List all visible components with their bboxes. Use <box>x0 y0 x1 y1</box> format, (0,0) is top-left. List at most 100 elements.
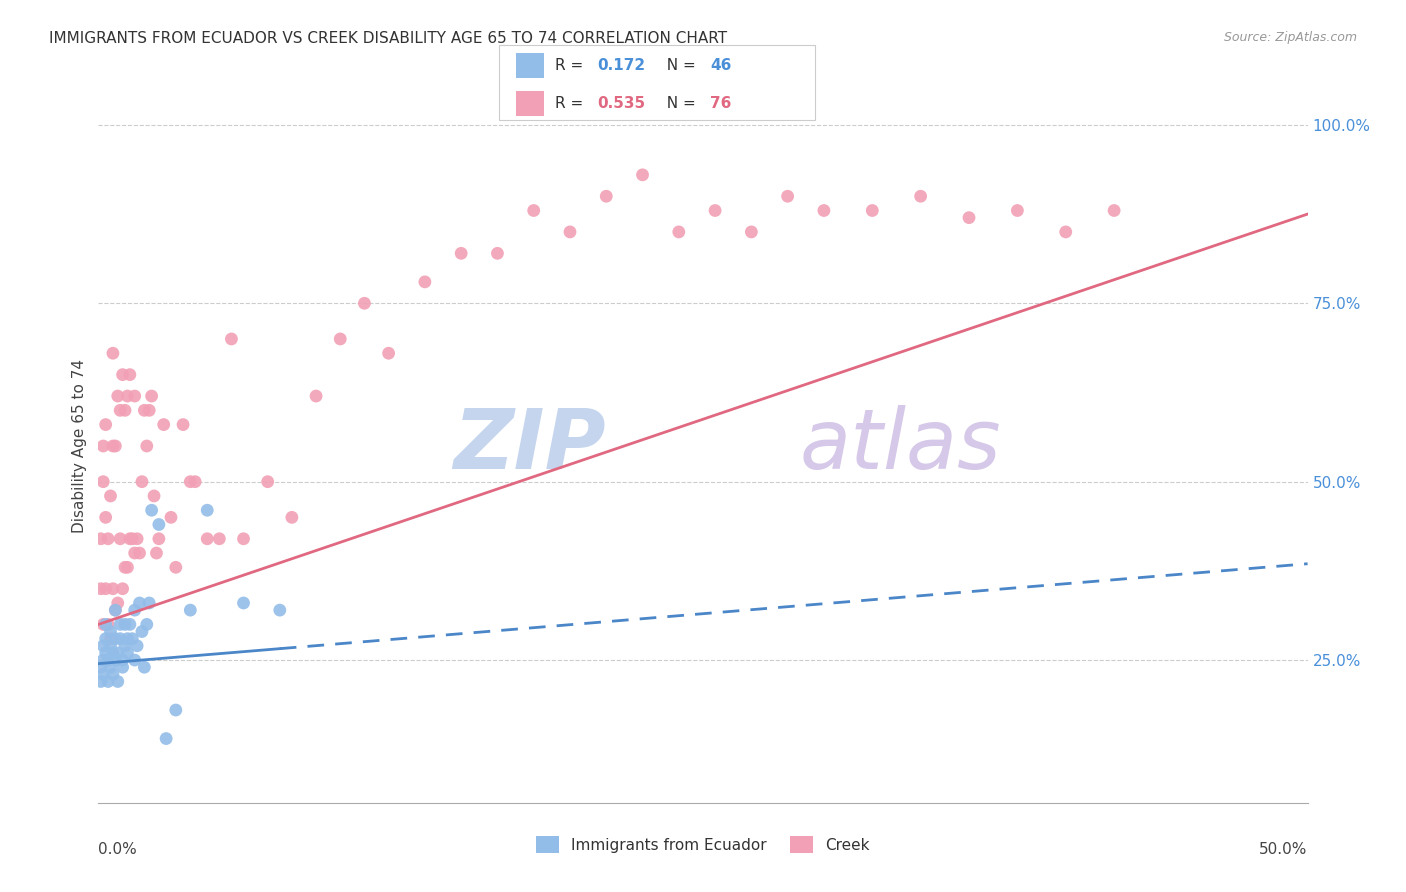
Point <box>704 203 727 218</box>
Point <box>108 532 131 546</box>
Point <box>813 203 835 218</box>
Point <box>100 489 122 503</box>
Point <box>118 368 141 382</box>
Point <box>118 532 141 546</box>
Point <box>131 624 153 639</box>
Point <box>97 653 120 667</box>
Point <box>595 189 617 203</box>
Point <box>114 639 136 653</box>
Text: Source: ZipAtlas.com: Source: ZipAtlas.com <box>1223 31 1357 45</box>
Point <box>108 403 131 417</box>
Point <box>124 603 146 617</box>
Point <box>101 439 124 453</box>
Point <box>90 674 112 689</box>
Point <box>128 596 150 610</box>
Point <box>97 617 120 632</box>
Point <box>124 546 146 560</box>
Point <box>90 582 112 596</box>
Point <box>155 731 177 746</box>
Point <box>195 503 218 517</box>
Point <box>135 617 157 632</box>
Point <box>208 532 231 546</box>
Point <box>104 603 127 617</box>
Point <box>165 560 187 574</box>
Point <box>114 617 136 632</box>
Point <box>104 603 127 617</box>
Point <box>256 475 278 489</box>
Point <box>107 596 129 610</box>
Text: atlas: atlas <box>800 406 1001 486</box>
Point <box>100 639 122 653</box>
Point <box>111 660 134 674</box>
Text: R =: R = <box>555 58 589 73</box>
Point <box>97 674 120 689</box>
Point <box>117 560 139 574</box>
Point <box>114 560 136 574</box>
Point <box>134 403 156 417</box>
Point <box>740 225 762 239</box>
Point <box>127 532 149 546</box>
Point <box>101 582 124 596</box>
Point <box>1102 203 1125 218</box>
Point <box>121 532 143 546</box>
Point <box>101 346 124 360</box>
Point <box>91 667 114 681</box>
Point <box>329 332 352 346</box>
Text: IMMIGRANTS FROM ECUADOR VS CREEK DISABILITY AGE 65 TO 74 CORRELATION CHART: IMMIGRANTS FROM ECUADOR VS CREEK DISABIL… <box>49 31 727 46</box>
Point <box>91 639 114 653</box>
Point <box>91 653 114 667</box>
Text: 0.0%: 0.0% <box>98 842 138 857</box>
Point <box>117 646 139 660</box>
Point <box>118 617 141 632</box>
Point <box>94 646 117 660</box>
Point <box>138 596 160 610</box>
Point <box>413 275 436 289</box>
Point <box>100 632 122 646</box>
Point <box>141 389 163 403</box>
Point <box>104 439 127 453</box>
Point <box>101 667 124 681</box>
Point <box>141 503 163 517</box>
Point <box>124 653 146 667</box>
Point <box>104 632 127 646</box>
Point <box>94 632 117 646</box>
Point <box>91 617 114 632</box>
Point <box>97 532 120 546</box>
Point <box>776 189 799 203</box>
Point <box>269 603 291 617</box>
Point <box>486 246 509 260</box>
Text: 0.172: 0.172 <box>598 58 645 73</box>
Point <box>104 653 127 667</box>
Point <box>172 417 194 432</box>
Point <box>121 632 143 646</box>
Point <box>108 617 131 632</box>
Text: 0.535: 0.535 <box>598 96 645 112</box>
Point <box>111 582 134 596</box>
Point <box>107 646 129 660</box>
Point <box>179 603 201 617</box>
Point <box>94 582 117 596</box>
Point <box>108 632 131 646</box>
Point <box>128 546 150 560</box>
Point <box>135 439 157 453</box>
Text: 76: 76 <box>710 96 731 112</box>
Point <box>90 660 112 674</box>
Point <box>523 203 546 218</box>
Point <box>90 532 112 546</box>
Text: N =: N = <box>657 96 700 112</box>
Point <box>134 660 156 674</box>
Point <box>124 389 146 403</box>
Point <box>305 389 328 403</box>
Point <box>117 632 139 646</box>
Point <box>232 532 254 546</box>
Point <box>94 617 117 632</box>
Point <box>631 168 654 182</box>
Point <box>160 510 183 524</box>
Point <box>127 639 149 653</box>
Point <box>94 417 117 432</box>
Text: N =: N = <box>657 58 700 73</box>
Text: 46: 46 <box>710 58 731 73</box>
Point <box>143 489 166 503</box>
Text: R =: R = <box>555 96 589 112</box>
Point <box>860 203 883 218</box>
